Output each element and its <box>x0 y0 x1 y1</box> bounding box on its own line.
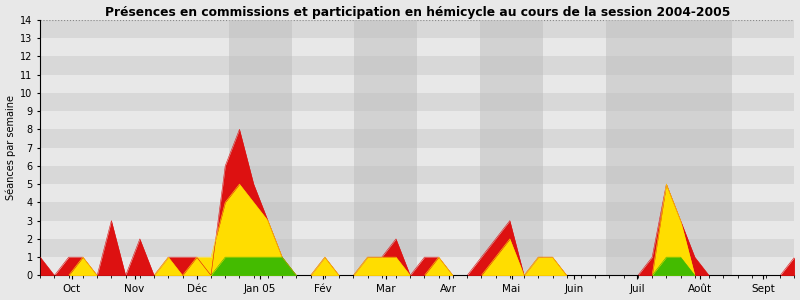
Y-axis label: Séances par semaine: Séances par semaine <box>6 95 16 200</box>
Bar <box>40 220 794 239</box>
Bar <box>40 20 794 38</box>
Bar <box>40 111 794 129</box>
Bar <box>40 257 794 275</box>
Title: Présences en commissions et participation en hémicycle au cours de la session 20: Présences en commissions et participatio… <box>105 6 730 19</box>
Bar <box>40 148 794 166</box>
Bar <box>229 20 292 275</box>
Bar <box>40 239 794 257</box>
Bar <box>40 56 794 74</box>
Bar <box>40 166 794 184</box>
Bar <box>354 20 418 275</box>
Bar <box>40 93 794 111</box>
Bar <box>40 74 794 93</box>
Bar <box>40 38 794 56</box>
Bar <box>40 129 794 148</box>
Bar <box>40 184 794 202</box>
Bar <box>480 20 543 275</box>
Bar <box>669 20 731 275</box>
Bar <box>606 20 669 275</box>
Bar <box>40 202 794 220</box>
